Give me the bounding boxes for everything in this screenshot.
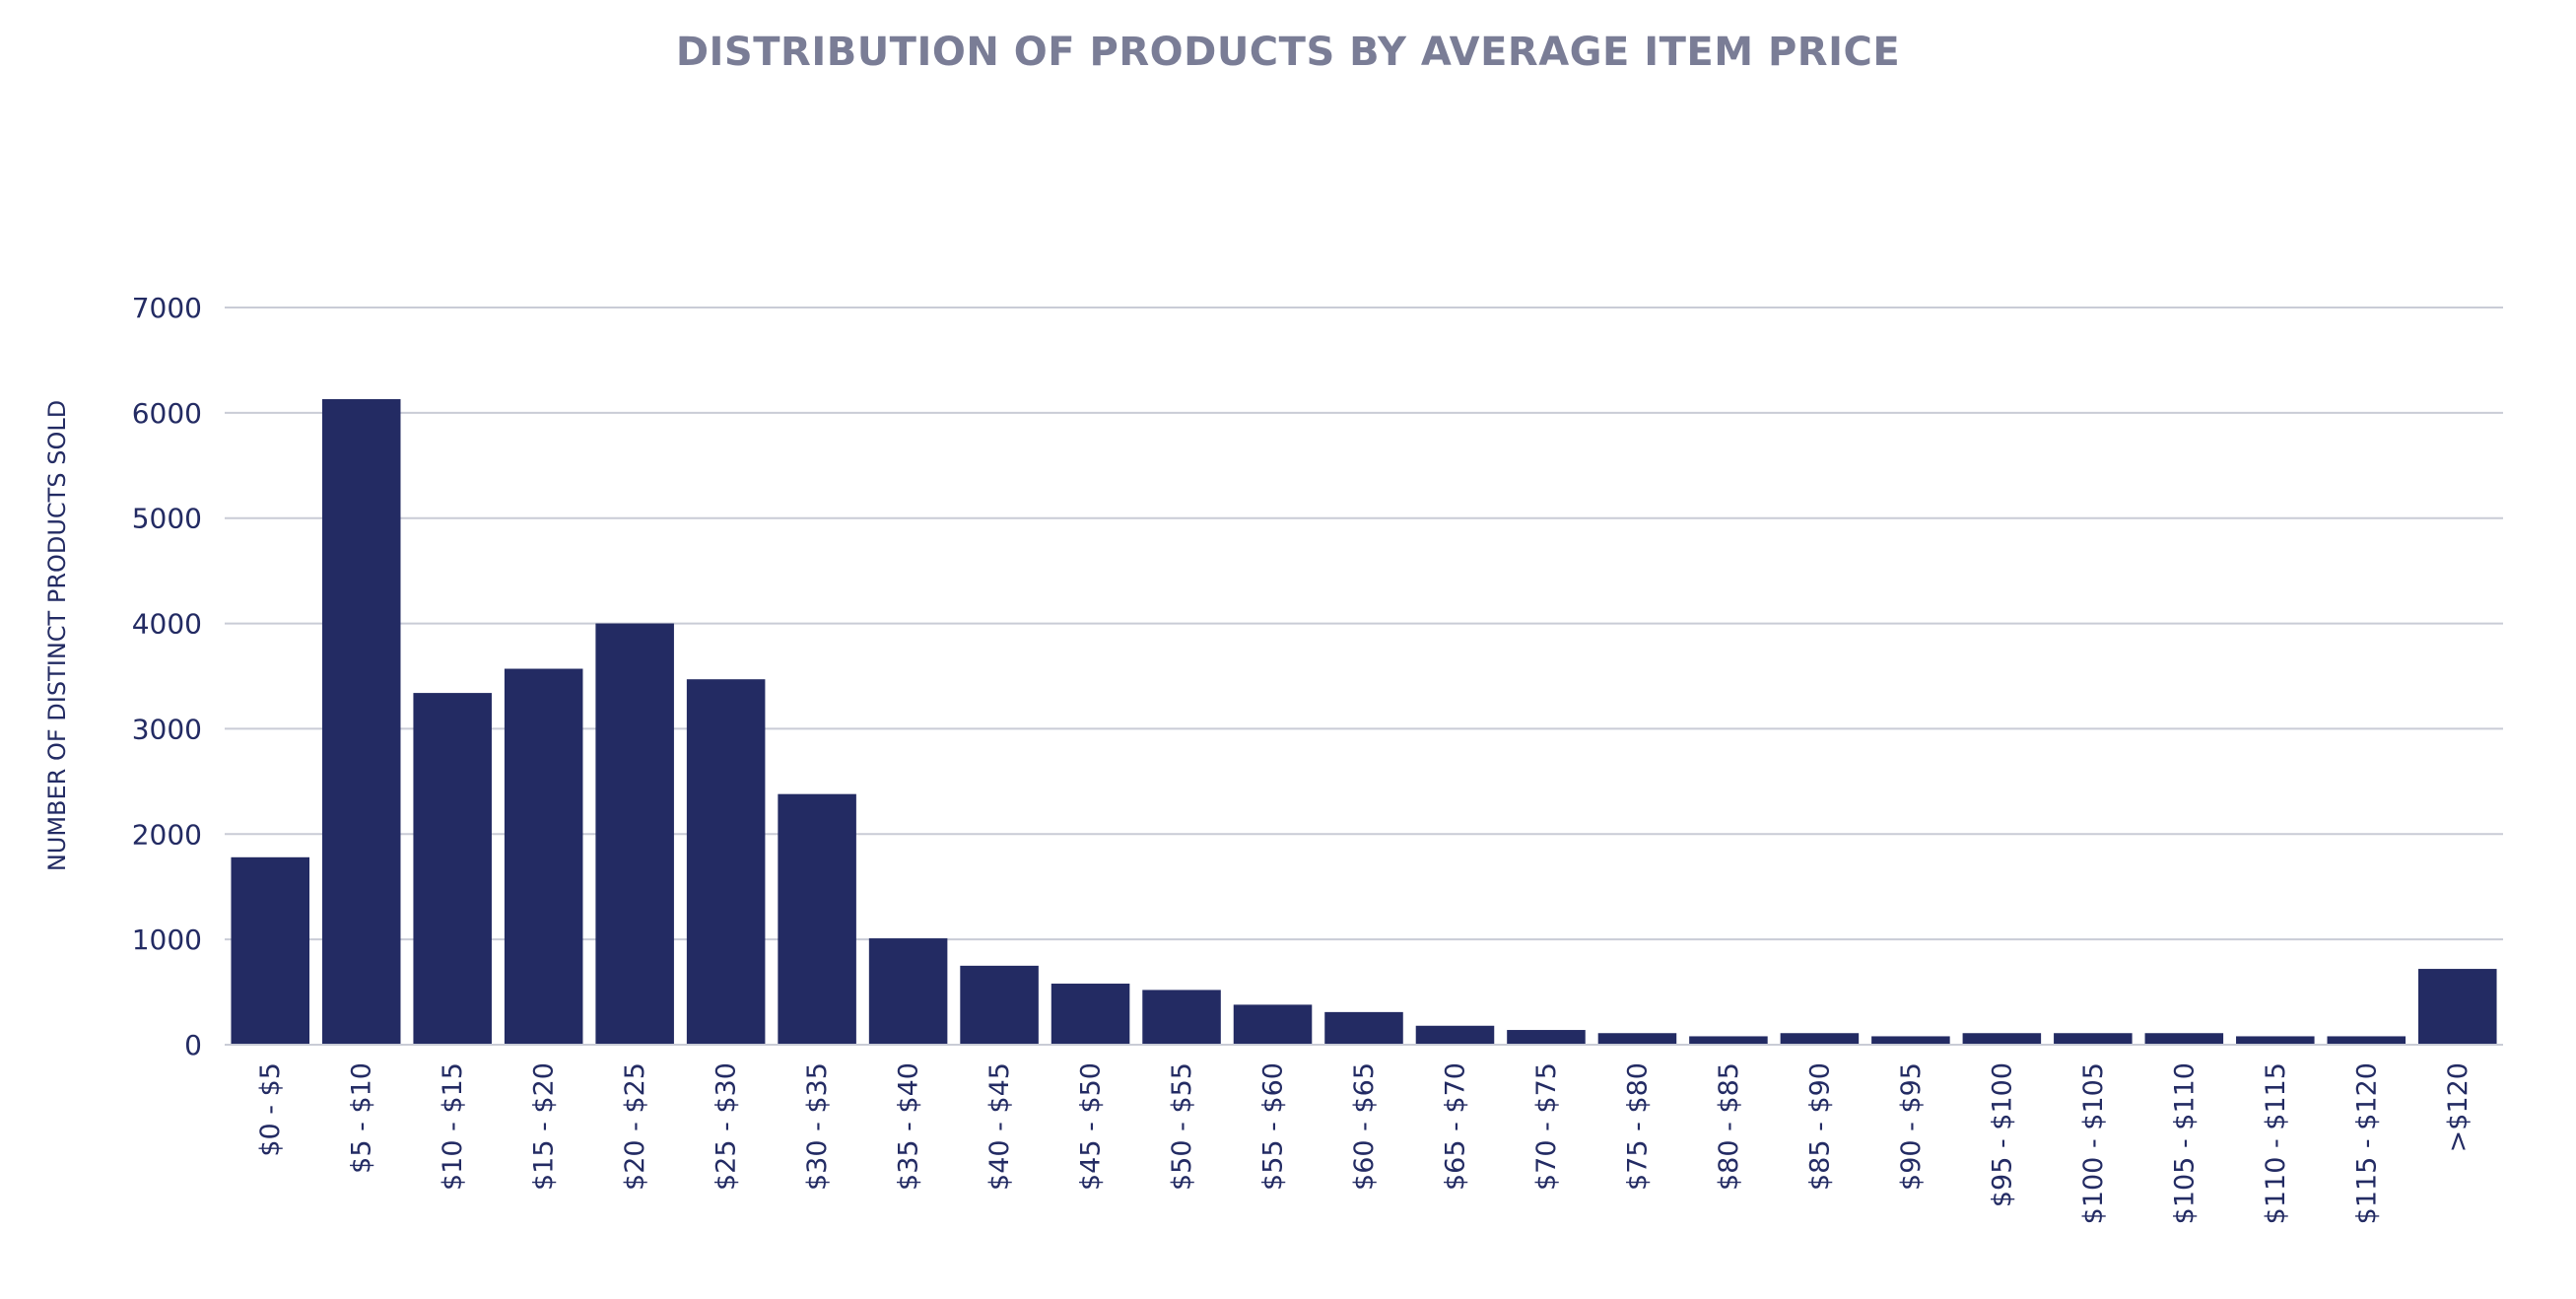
bar (778, 793, 856, 1045)
x-tick-label: $0 - $5 (255, 1062, 286, 1157)
bar (2417, 969, 2497, 1045)
x-tick-label: $40 - $45 (984, 1062, 1015, 1191)
y-tick-label: 0 (184, 1029, 202, 1061)
bar (1689, 1036, 1768, 1045)
bar (1780, 1033, 1860, 1045)
x-tick-label: $15 - $20 (529, 1062, 560, 1191)
bar (1233, 1004, 1313, 1045)
y-tick-label: 2000 (132, 818, 202, 851)
y-tick-label: 5000 (132, 503, 202, 535)
bar (1507, 1030, 1586, 1045)
bar (1324, 1011, 1403, 1045)
x-tick-label: $100 - $105 (2078, 1062, 2109, 1224)
y-tick-label: 1000 (132, 923, 202, 956)
chart-title: DISTRIBUTION OF PRODUCTS BY AVERAGE ITEM… (675, 30, 1901, 75)
x-tick-label: >$120 (2443, 1062, 2474, 1152)
x-tick-label: $60 - $65 (1349, 1062, 1380, 1191)
x-tick-label: $65 - $70 (1440, 1062, 1470, 1191)
x-tick-label: $110 - $115 (2261, 1062, 2291, 1224)
bar (413, 693, 492, 1045)
bar (1415, 1025, 1495, 1045)
x-tick-label: $5 - $10 (347, 1062, 377, 1174)
bar (2144, 1033, 2224, 1045)
bar (1597, 1033, 1677, 1045)
x-tick-label: $10 - $15 (438, 1062, 468, 1191)
bar (1051, 984, 1130, 1045)
x-tick-label: $45 - $50 (1076, 1062, 1107, 1191)
x-tick-label: $90 - $95 (1896, 1062, 1927, 1191)
x-tick-label: $20 - $25 (620, 1062, 650, 1191)
bar (321, 398, 401, 1046)
bar (595, 623, 674, 1045)
bar (2236, 1036, 2315, 1045)
bar (1962, 1033, 2042, 1045)
x-tick-label: $95 - $100 (1987, 1062, 2017, 1207)
bar (504, 668, 583, 1045)
y-tick-label: 7000 (132, 292, 202, 324)
bar (231, 856, 310, 1045)
x-tick-label: $80 - $85 (1714, 1062, 1744, 1191)
y-tick-label: 3000 (132, 713, 202, 745)
x-tick-label: $85 - $90 (1804, 1062, 1835, 1191)
x-tick-label: $50 - $55 (1167, 1062, 1197, 1191)
x-tick-label: $115 - $120 (2351, 1062, 2382, 1224)
bar (2327, 1036, 2407, 1045)
bar (686, 679, 766, 1045)
bar (2054, 1033, 2133, 1045)
bar (960, 965, 1039, 1045)
x-tick-label: $55 - $60 (1258, 1062, 1289, 1191)
x-tick-label: $30 - $35 (802, 1062, 833, 1191)
y-tick-label: 6000 (132, 397, 202, 430)
x-tick-label: $105 - $110 (2169, 1062, 2200, 1224)
bar (1871, 1036, 1950, 1045)
y-axis-label: NUMBER OF DISTINCT PRODUCTS SOLD (43, 400, 71, 871)
x-tick-label: $35 - $40 (894, 1062, 924, 1191)
x-tick-label: $25 - $30 (712, 1062, 742, 1191)
bar (1142, 990, 1221, 1045)
y-tick-label: 4000 (132, 608, 202, 641)
bar (868, 938, 948, 1045)
x-tick-label: $70 - $75 (1531, 1062, 1562, 1191)
x-tick-label: $75 - $80 (1622, 1062, 1653, 1191)
